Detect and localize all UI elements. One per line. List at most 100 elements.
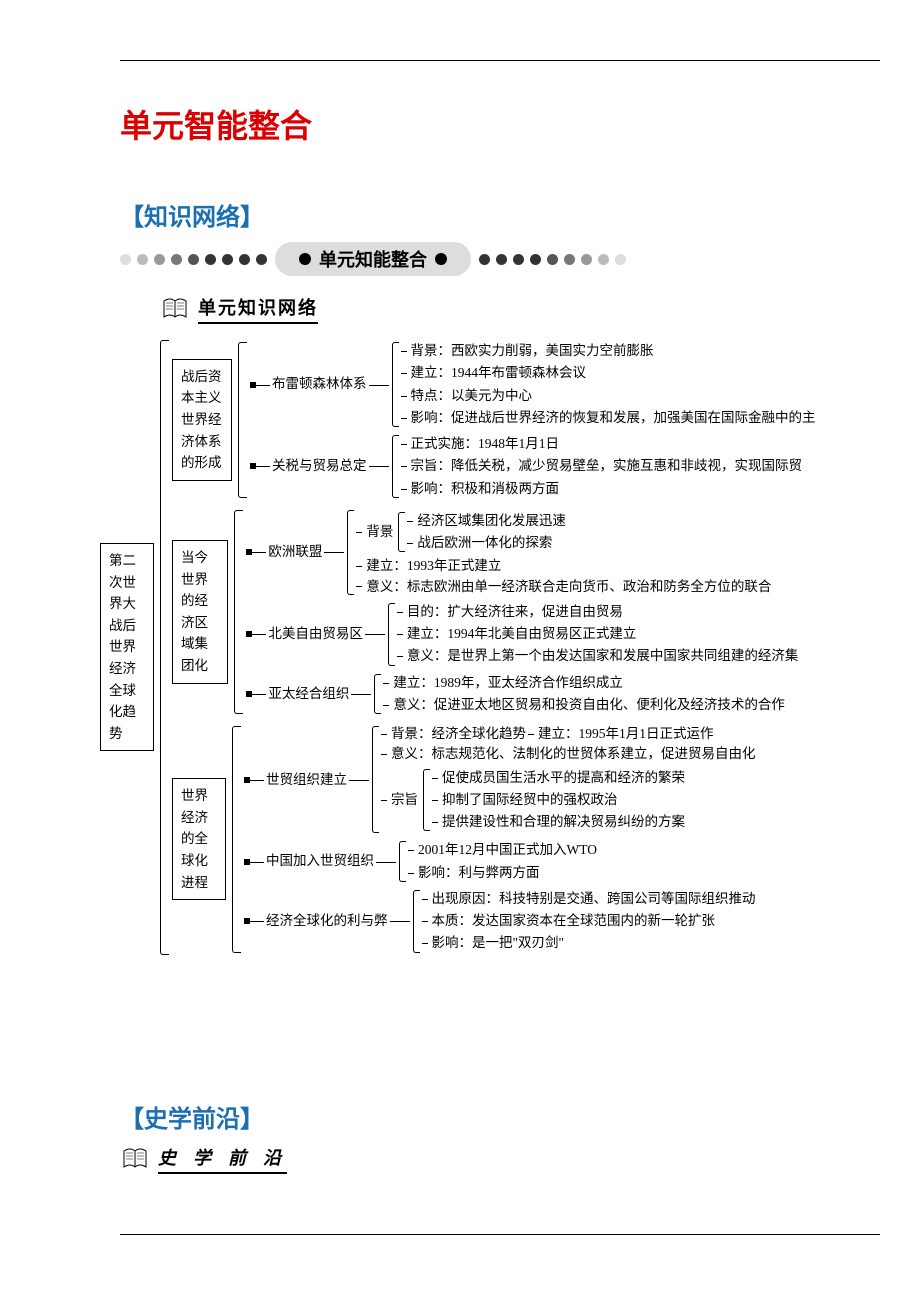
leaf-group: 2001年12月中国正式加入WTO 影响：利与弊两方面 — [408, 839, 599, 884]
tree-node: 布雷顿森林体系 — [270, 374, 369, 394]
tree-node: 关税与贸易总定 — [270, 456, 369, 476]
dot-icon — [530, 254, 541, 265]
banner-text: 单元知能整合 — [319, 246, 427, 272]
knowledge-tree: 第二次世界大战后世界经济全球化趋势 战后资本主义世界经济体系的形成 布雷顿森林体… — [100, 336, 880, 959]
leaf-group: 背景：经济全球化趋势建立：1995年1月1日正式运作意义：标志规范化、法制化的世… — [381, 724, 880, 835]
dot-icon — [564, 254, 575, 265]
leaf-group: 建立：1989年，亚太经济合作组织成立意义：促进亚太地区贸易和投资自由化、便利化… — [383, 672, 787, 717]
tree-node: 中国加入世贸组织 — [264, 851, 376, 871]
tree-leaf: 抑制了国际经贸中的强权政治 — [432, 790, 687, 810]
connector-icon — [244, 839, 264, 884]
dot-icon — [137, 254, 148, 265]
dot-icon — [479, 254, 490, 265]
tree-leaf: 背景：经济全球化趋势 — [381, 726, 528, 741]
brace-icon — [385, 601, 397, 668]
dot-icon — [513, 254, 524, 265]
connector-icon — [246, 672, 266, 717]
tree-leaf: 意义：促进亚太地区贸易和投资自由化、便利化及经济技术的合作 — [383, 695, 787, 715]
dot-icon — [222, 254, 233, 265]
tree-leaf: 提供建设性和合理的解决贸易纠纷的方案 — [432, 812, 687, 832]
connector-icon — [250, 433, 270, 500]
tree-node: 北美自由贸易区 — [266, 624, 365, 644]
book-icon — [120, 1145, 150, 1173]
tree-leaf: 影响：促进战后世界经济的恢复和发展，加强美国在国际金融中的主 — [401, 408, 818, 428]
leaf-group: 目的：扩大经济往来，促进自由贸易建立：1994年北美自由贸易区正式建立意义：是世… — [397, 601, 801, 668]
tree-leaf: 背景 — [356, 522, 395, 542]
dots-left — [120, 254, 267, 265]
tree-branch: 世界经济的全球化进程 — [172, 778, 226, 900]
brace-icon — [369, 724, 381, 835]
connector-icon — [390, 888, 410, 955]
connector-icon — [246, 601, 266, 668]
tree-leaf: 正式实施：1948年1月1日 — [401, 434, 805, 454]
dot-icon — [256, 254, 267, 265]
tree-leaf: 宗旨 — [381, 790, 420, 810]
dot-icon — [171, 254, 182, 265]
brace-icon — [389, 433, 401, 500]
leaf-group: 背景 经济区域集团化发展迅速战后欧洲一体化的探索 建立：1993年正式建立意义：… — [356, 508, 880, 597]
brace-icon — [228, 506, 246, 718]
tree-leaf: 影响：利与弊两方面 — [408, 863, 599, 883]
dot-icon — [581, 254, 592, 265]
dot-icon — [496, 254, 507, 265]
dot-icon — [547, 254, 558, 265]
tree-leaf: 出现原因：科技特别是交通、跨国公司等国际组织推动 — [422, 889, 758, 909]
tree-leaf: 特点：以美元为中心 — [401, 386, 818, 406]
tree-branch: 当今世界的经济区域集团化 — [172, 540, 228, 684]
connector-icon — [369, 340, 389, 429]
brace-icon — [371, 672, 383, 717]
section-heading-network: 【知识网络】 — [120, 197, 880, 232]
dot-icon — [120, 254, 131, 265]
tree-leaf: 建立：1989年，亚太经济合作组织成立 — [383, 673, 787, 693]
tree-leaf: 背景：西欧实力削弱，美国实力空前膨胀 — [401, 341, 818, 361]
tree-node: 经济全球化的利与弊 — [264, 911, 390, 931]
book-icon — [160, 295, 190, 323]
tree-leaf: 经济区域集团化发展迅速 — [407, 511, 568, 531]
tree-leaf: 宗旨：降低关税，减少贸易壁垒，实施互惠和非歧视，实现国际贸 — [401, 456, 805, 476]
subheading-row: 单元知识网络 — [160, 294, 880, 324]
connector-icon — [369, 433, 389, 500]
leaf-group: 正式实施：1948年1月1日宗旨：降低关税，减少贸易壁垒，实施互惠和非歧视，实现… — [401, 433, 805, 500]
connector-icon — [324, 508, 344, 597]
tree-leaf: 影响：是一把"双刃剑" — [422, 933, 758, 953]
brace-icon — [410, 888, 422, 955]
banner-row: 单元知能整合 — [120, 242, 880, 276]
tree-leaf: 建立：1993年正式建立 — [356, 558, 503, 573]
tree-leaf: 建立：1995年1月1日正式运作 — [528, 726, 716, 741]
brace-icon — [344, 508, 356, 597]
page-title: 单元智能整合 — [120, 101, 880, 147]
leaf-group: 促使成员国生活水平的提高和经济的繁荣抑制了国际经贸中的强权政治提供建设性和合理的… — [432, 767, 687, 834]
bottom-rule — [120, 1234, 880, 1235]
tree-node: 亚太经合组织 — [266, 684, 351, 704]
brace-icon — [389, 340, 401, 429]
dot-icon — [205, 254, 216, 265]
tree-leaf: 影响：积极和消极两方面 — [401, 479, 805, 499]
brace-icon — [396, 839, 408, 884]
leaf-group: 背景：西欧实力削弱，美国实力空前膨胀建立：1944年布雷顿森林会议特点：以美元为… — [401, 340, 818, 429]
bullet-icon — [435, 253, 447, 265]
dot-icon — [239, 254, 250, 265]
banner-pill: 单元知能整合 — [275, 242, 471, 276]
dots-right — [479, 254, 626, 265]
leaf-group: 经济区域集团化发展迅速战后欧洲一体化的探索 — [407, 510, 568, 555]
tree-leaf: 本质：发达国家资本在全球范围内的新一轮扩张 — [422, 911, 758, 931]
tree-node: 世贸组织建立 — [264, 770, 349, 790]
tree-leaf: 意义：标志欧洲由单一经济联合走向货币、政治和防务全方位的联合 — [356, 579, 773, 594]
tree-leaf: 促使成员国生活水平的提高和经济的繁荣 — [432, 768, 687, 788]
brace-icon — [420, 767, 432, 834]
dot-icon — [154, 254, 165, 265]
tree-leaf: 意义：标志规范化、法制化的世贸体系建立，促进贸易自由化 — [381, 746, 758, 761]
connector-icon — [250, 340, 270, 429]
top-rule — [120, 60, 880, 61]
dot-icon — [598, 254, 609, 265]
brace-icon — [232, 338, 250, 502]
connector-icon — [376, 839, 396, 884]
tree-leaf: 建立：1944年布雷顿森林会议 — [401, 363, 818, 383]
subheading-text: 单元知识网络 — [198, 294, 318, 324]
connector-icon — [365, 601, 385, 668]
brace-icon — [154, 336, 172, 959]
tree-branch: 战后资本主义世界经济体系的形成 — [172, 359, 232, 481]
tree-leaf: 2001年12月中国正式加入WTO — [408, 840, 599, 860]
section-heading-frontier: 【史学前沿】 — [120, 1099, 880, 1134]
tree-root: 第二次世界大战后世界经济全球化趋势 — [100, 543, 154, 751]
